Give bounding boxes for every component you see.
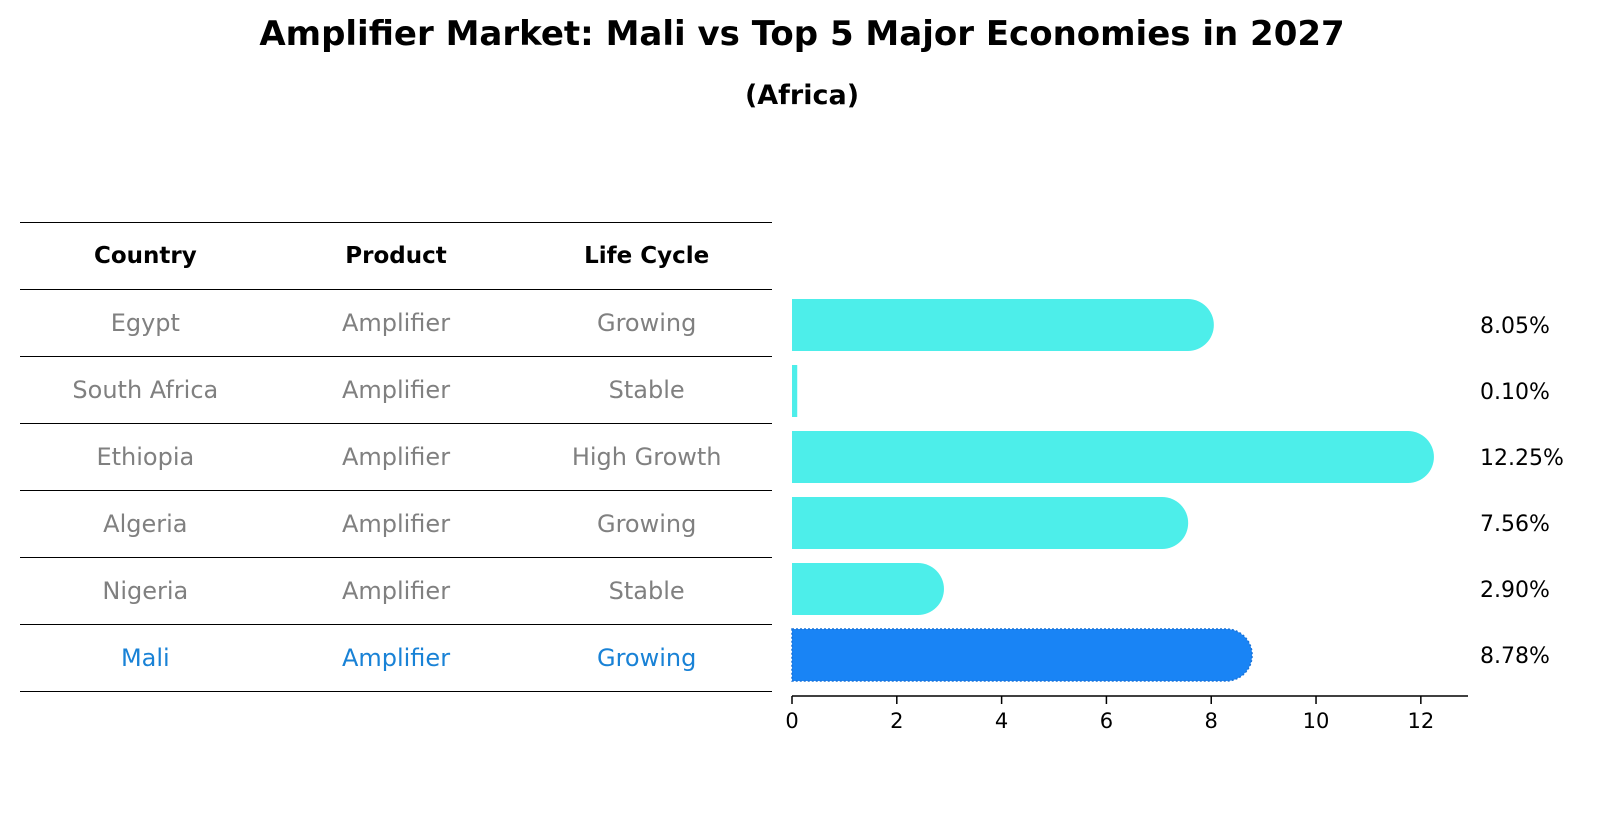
x-tick-label: 4 xyxy=(995,709,1008,733)
cell-product: Amplifier xyxy=(341,443,451,471)
header-product: Product xyxy=(345,243,447,269)
bar-value-label: 0.10% xyxy=(1480,380,1550,405)
bar-ethiopia xyxy=(792,431,1434,483)
x-tick-label: 0 xyxy=(785,709,798,733)
cell-country: Egypt xyxy=(110,309,180,337)
cell-country: South Africa xyxy=(72,376,219,404)
x-tick-label: 2 xyxy=(890,709,903,733)
x-tick-label: 10 xyxy=(1303,709,1330,733)
bar-algeria xyxy=(792,497,1189,549)
cell-life-cycle: Growing xyxy=(596,644,697,672)
cell-country: Ethiopia xyxy=(96,443,195,471)
table-row-highlight: Mali Amplifier Growing xyxy=(20,624,772,692)
x-tick-label: 8 xyxy=(1205,709,1218,733)
cell-life-cycle: Stable xyxy=(608,577,685,605)
cell-product: Amplifier xyxy=(341,309,451,337)
bar-egypt xyxy=(792,299,1214,351)
chart-subtitle: (Africa) xyxy=(744,80,860,111)
table-row: Egypt Amplifier Growing xyxy=(20,289,772,356)
x-tick-label: 12 xyxy=(1407,709,1434,733)
table-row: Nigeria Amplifier Stable xyxy=(20,557,772,624)
chart-title: Amplifier Market: Mali vs Top 5 Major Ec… xyxy=(259,14,1345,54)
cell-product: Amplifier xyxy=(341,577,451,605)
cell-life-cycle: Growing xyxy=(596,510,697,538)
bar-value-label: 8.78% xyxy=(1480,644,1550,669)
bar-nigeria xyxy=(792,563,944,615)
data-table: Country Product Life Cycle Egypt Amplifi… xyxy=(20,222,772,692)
table-row: Algeria Amplifier Growing xyxy=(20,490,772,557)
cell-life-cycle: Growing xyxy=(596,309,697,337)
bar-value-label: 8.05% xyxy=(1480,314,1550,339)
cell-product: Amplifier xyxy=(341,376,451,404)
table-header-row: Country Product Life Cycle xyxy=(20,222,772,289)
bar-south-africa xyxy=(792,365,798,417)
bar-value-label: 12.25% xyxy=(1480,446,1564,471)
x-tick-label: 6 xyxy=(1100,709,1113,733)
cell-product: Amplifier xyxy=(341,510,451,538)
cell-life-cycle: Stable xyxy=(608,376,685,404)
bar-mali xyxy=(791,628,1253,682)
cell-life-cycle: High Growth xyxy=(571,443,722,471)
header-life-cycle: Life Cycle xyxy=(584,243,710,269)
table-row: Ethiopia Amplifier High Growth xyxy=(20,423,772,490)
bar-value-label: 2.90% xyxy=(1480,578,1550,603)
cell-country: Mali xyxy=(120,644,170,672)
cell-country: Algeria xyxy=(103,510,188,538)
bar-value-label: 7.56% xyxy=(1480,512,1550,537)
cell-product: Amplifier xyxy=(341,644,451,672)
table-row: South Africa Amplifier Stable xyxy=(20,356,772,423)
cell-country: Nigeria xyxy=(102,577,189,605)
header-country: Country xyxy=(93,243,197,269)
